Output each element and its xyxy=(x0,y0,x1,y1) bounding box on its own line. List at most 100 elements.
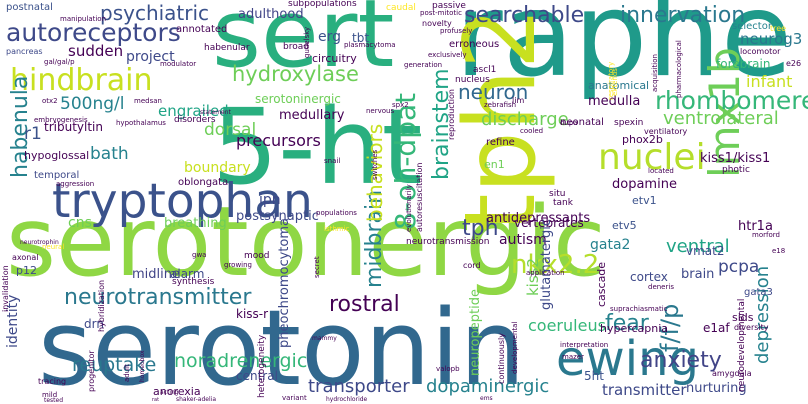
word-lim: lim xyxy=(512,96,525,105)
word-zebrafish: zebrafish xyxy=(484,101,517,109)
word-gwa: gwa xyxy=(192,251,207,259)
word-p12: p12 xyxy=(16,264,37,277)
word-ventral: ventral xyxy=(666,236,730,257)
word-statement: statement xyxy=(200,109,231,116)
word-ascl1: ascl1 xyxy=(473,65,497,75)
word-diversity: diversity xyxy=(734,323,769,332)
word-ewing: ewing xyxy=(556,331,700,387)
word-embryogenesis: embryogenesis xyxy=(34,116,88,124)
word-e1af: e1af xyxy=(703,321,730,335)
word-dupa: dupa xyxy=(560,119,578,127)
word-cord: cord xyxy=(463,261,481,270)
word-project: project xyxy=(126,49,175,65)
word-e26: e26 xyxy=(786,59,802,68)
word-rostral: rostral xyxy=(329,292,400,317)
word-anatomical: anatomical xyxy=(588,79,650,92)
word-bath: bath xyxy=(90,144,129,164)
word-ipn: ipn xyxy=(259,192,281,208)
word-plasmacytoma: plasmacytoma xyxy=(344,41,396,49)
word-tributyltin: tributyltin xyxy=(44,120,103,134)
word-manipulation: manipulation xyxy=(60,15,107,23)
word-valopb: valopb xyxy=(436,365,460,373)
word-nucleus: nucleus xyxy=(455,75,490,85)
word-hypercapnia: hypercapnia xyxy=(600,322,669,335)
word-ems: ems xyxy=(480,395,493,402)
word-disorders: disorders xyxy=(174,115,216,125)
word-interpretation: interpretation xyxy=(560,341,609,349)
word-5-ht: 5-ht xyxy=(212,86,423,208)
word-pheochromocytoma: pheochromocytoma xyxy=(277,218,292,348)
word-nervous: nervous xyxy=(366,107,395,115)
word-breathing: breathing xyxy=(164,216,227,231)
word-hydrochloride: hydrochloride xyxy=(326,396,368,403)
word-kiss1-kiss1: kiss1/kiss1 xyxy=(700,151,771,166)
word-variant: variant xyxy=(282,394,307,402)
word-alarm: alarm xyxy=(170,267,205,281)
word-acting: acting xyxy=(160,389,179,396)
word-tank: tank xyxy=(553,198,573,208)
word-5ht: 5ht xyxy=(584,369,604,383)
word-medullary: medullary xyxy=(279,108,345,123)
word-switches: switches xyxy=(371,149,379,180)
word-morford: morford xyxy=(752,231,780,239)
word-respiratory: respiratory xyxy=(607,61,615,100)
word-dopamine: dopamine xyxy=(612,177,677,192)
word-oblongata: oblongata xyxy=(178,177,229,188)
word-passive: passive xyxy=(432,1,466,11)
word-erroneous: erroneous xyxy=(449,39,500,50)
word-medulla: medulla xyxy=(588,94,641,109)
word-forebrain: forebrain xyxy=(716,57,771,71)
word-shaker-adelia: shaker-adelia xyxy=(176,396,216,403)
word-homeobox: homeobox xyxy=(139,350,146,382)
word-subpopulations: subpopulations xyxy=(288,0,357,9)
word-discharge: discharge xyxy=(481,109,569,130)
word-mood: mood xyxy=(244,251,270,261)
word-neuron: neuron xyxy=(458,80,529,104)
word-neonatal: neonatal xyxy=(560,117,604,128)
word-hypoglossal: hypoglossal xyxy=(24,149,90,162)
word-gudelsky: gudelsky xyxy=(303,26,311,58)
word-synthesis: synthesis xyxy=(172,277,215,287)
word-gal-gal-p: gal/gal/p xyxy=(44,58,75,66)
word-ventilatory: ventilatory xyxy=(644,127,688,136)
word-reproduction: reproduction xyxy=(447,89,456,140)
word-cns: cns xyxy=(68,215,92,231)
word-gata2: gata2 xyxy=(590,237,631,253)
word-tree: tree xyxy=(770,24,787,33)
word-deneris: deneris xyxy=(648,283,674,291)
word-sert: sert xyxy=(212,0,395,89)
word-pancreas: pancreas xyxy=(6,47,43,56)
word-tbt: tbt xyxy=(352,31,370,45)
word-searchable: searchable xyxy=(464,3,585,28)
word-kiss-r: kiss-r xyxy=(236,307,269,321)
word-otx2: otx2 xyxy=(42,97,58,105)
word-psychiatric: psychiatric xyxy=(100,1,210,25)
word-antidepressants: antidepressants xyxy=(486,211,591,226)
word-isthmic: isthmic xyxy=(324,225,350,233)
word-habenular: habenular xyxy=(204,43,250,53)
word-developmental: developmental xyxy=(511,321,519,374)
word-neural: neural xyxy=(42,243,65,251)
word-reuptake: reuptake xyxy=(72,354,157,376)
word-cooled: cooled xyxy=(520,127,544,135)
word-suprachiasmatic: suprachiasmatic xyxy=(610,305,668,313)
word-application: application xyxy=(526,269,565,277)
word-spx2: spx2 xyxy=(392,101,409,109)
word-rhombomere: rhombomere xyxy=(655,86,808,115)
word-fear: fear xyxy=(605,311,649,336)
word-axonal: axonal xyxy=(12,253,39,262)
word-generation: generation xyxy=(404,61,443,69)
word-r1: r1 xyxy=(24,124,42,144)
word-growing: growing xyxy=(224,261,252,269)
word-selector: selector xyxy=(732,21,772,32)
word-coeruleus: coeruleus xyxy=(528,316,606,335)
word-serotonergic: serotonergic xyxy=(6,186,606,298)
word-continuously: continuously xyxy=(497,333,506,384)
word-neurotransmitter: neurotransmitter xyxy=(64,285,252,310)
word-nurturing: nurturing xyxy=(686,381,747,396)
word-ventrolateral: ventrolateral xyxy=(663,108,779,129)
word-erg: erg xyxy=(318,29,342,45)
word-invalidation: invalidation xyxy=(1,265,10,312)
word-anxiety: anxiety xyxy=(640,348,722,373)
word-located: located xyxy=(648,167,674,175)
